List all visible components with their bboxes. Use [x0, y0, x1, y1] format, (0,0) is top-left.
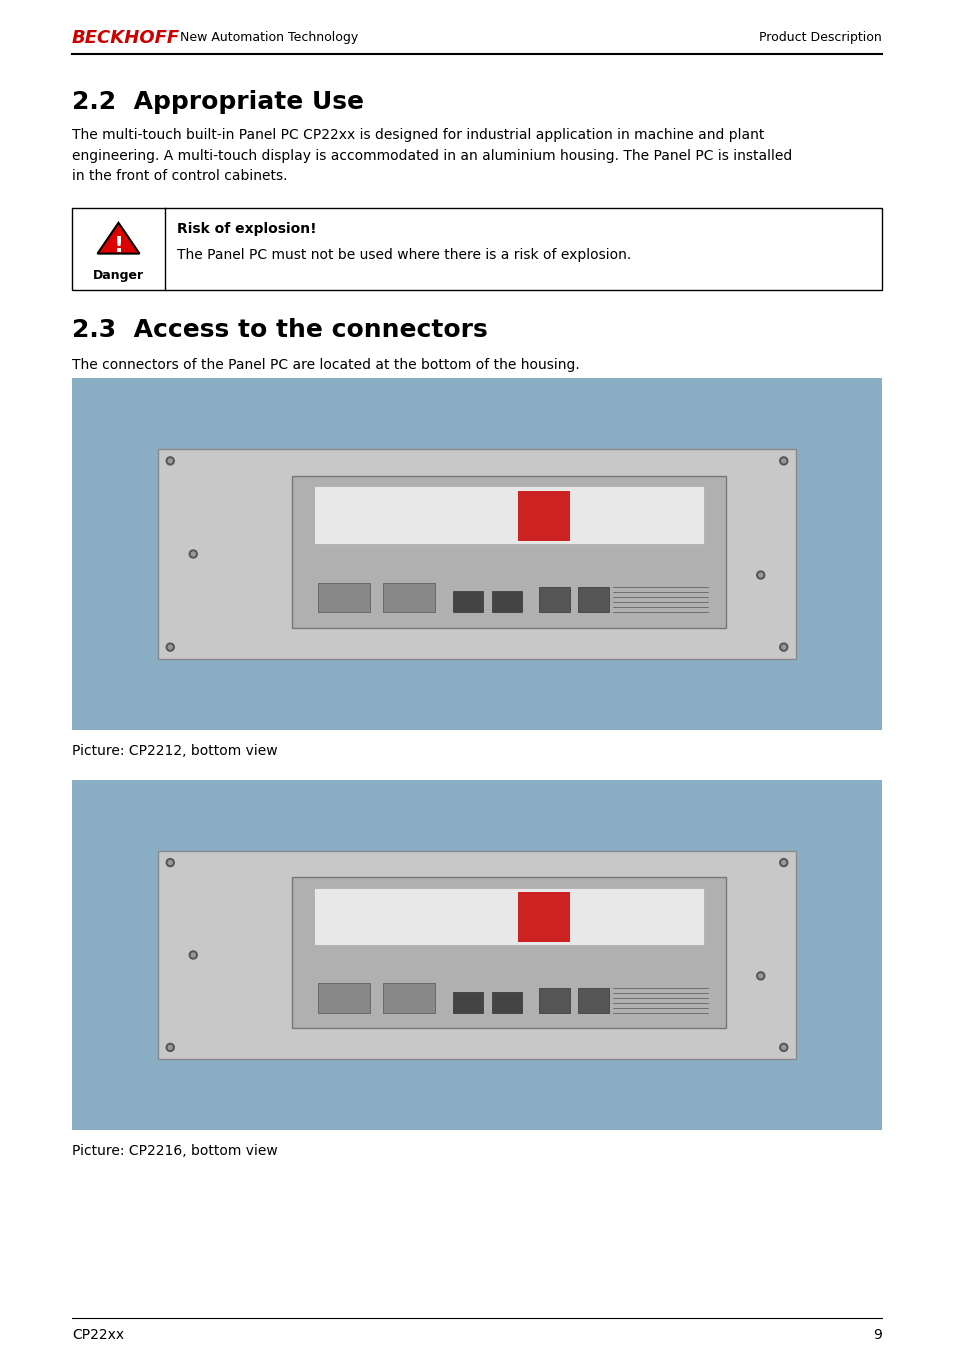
Circle shape	[191, 952, 195, 957]
Circle shape	[779, 1043, 787, 1051]
Circle shape	[166, 643, 174, 651]
Text: CP22xx: CP22xx	[71, 1328, 124, 1342]
Bar	[158, 851, 795, 1059]
Circle shape	[781, 861, 785, 865]
Bar	[317, 984, 370, 1013]
Bar	[314, 486, 703, 544]
Polygon shape	[97, 223, 139, 254]
Bar	[538, 988, 569, 1013]
Text: New Automation Technology: New Automation Technology	[180, 31, 358, 45]
Bar	[292, 476, 725, 628]
Circle shape	[168, 646, 172, 648]
Text: Danger: Danger	[92, 269, 144, 282]
Bar	[314, 888, 703, 946]
Text: 2.3  Access to the connectors: 2.3 Access to the connectors	[71, 317, 487, 342]
Bar	[517, 893, 569, 942]
Circle shape	[756, 571, 764, 580]
Circle shape	[779, 859, 787, 866]
Circle shape	[189, 951, 197, 959]
Bar	[158, 449, 795, 659]
Circle shape	[781, 1046, 785, 1050]
Circle shape	[166, 1043, 174, 1051]
Bar	[71, 378, 882, 730]
Bar	[538, 586, 569, 612]
Circle shape	[166, 457, 174, 465]
Bar	[452, 592, 482, 612]
Text: 2.2  Appropriate Use: 2.2 Appropriate Use	[71, 91, 364, 113]
Bar	[317, 582, 370, 612]
Bar	[491, 592, 521, 612]
Bar	[71, 208, 882, 290]
Text: Product Description: Product Description	[759, 31, 882, 45]
Circle shape	[781, 459, 785, 463]
Text: BECKHOFF: BECKHOFF	[71, 28, 180, 47]
Text: The connectors of the Panel PC are located at the bottom of the housing.: The connectors of the Panel PC are locat…	[71, 358, 579, 372]
Circle shape	[189, 550, 197, 558]
Circle shape	[779, 643, 787, 651]
Bar	[292, 877, 725, 1028]
Circle shape	[168, 861, 172, 865]
Bar	[491, 992, 521, 1013]
Bar	[578, 586, 608, 612]
Bar	[71, 780, 882, 1129]
Circle shape	[758, 974, 762, 978]
Bar	[383, 582, 435, 612]
Bar	[578, 988, 608, 1013]
Circle shape	[758, 573, 762, 577]
Bar	[383, 984, 435, 1013]
Text: The Panel PC must not be used where there is a risk of explosion.: The Panel PC must not be used where ther…	[177, 249, 631, 262]
Text: Picture: CP2212, bottom view: Picture: CP2212, bottom view	[71, 744, 277, 758]
Circle shape	[168, 459, 172, 463]
Circle shape	[756, 971, 764, 979]
Bar	[452, 992, 482, 1013]
Text: !: !	[113, 236, 124, 255]
Circle shape	[166, 859, 174, 866]
Circle shape	[168, 1046, 172, 1050]
Circle shape	[779, 457, 787, 465]
Text: The multi-touch built-in Panel PC CP22xx is designed for industrial application : The multi-touch built-in Panel PC CP22xx…	[71, 128, 791, 184]
Text: Risk of explosion!: Risk of explosion!	[177, 222, 316, 236]
Text: 9: 9	[872, 1328, 882, 1342]
Text: Picture: CP2216, bottom view: Picture: CP2216, bottom view	[71, 1144, 277, 1158]
Circle shape	[781, 646, 785, 648]
Bar	[517, 490, 569, 540]
Circle shape	[191, 553, 195, 557]
